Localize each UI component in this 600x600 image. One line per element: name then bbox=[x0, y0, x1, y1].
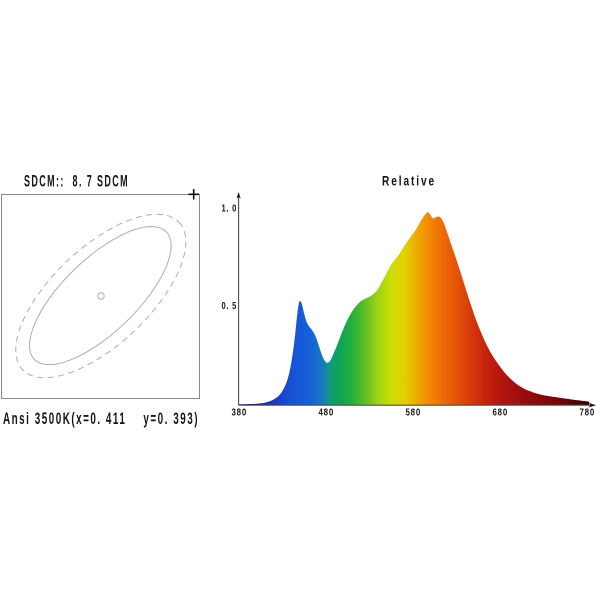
svg-text:480: 480 bbox=[319, 407, 335, 419]
svg-text:580: 580 bbox=[406, 407, 422, 419]
svg-text:SDCM:: 8. 7 SDCM: SDCM:: 8. 7 SDCM bbox=[24, 173, 129, 191]
svg-text:0. 5: 0. 5 bbox=[222, 300, 238, 312]
svg-text:380: 380 bbox=[232, 407, 248, 419]
svg-text:680: 680 bbox=[493, 407, 509, 419]
svg-text:780: 780 bbox=[580, 407, 596, 419]
svg-text:1. 0: 1. 0 bbox=[222, 203, 238, 215]
svg-text:Ansi 3500K(x=0. 411 y=0. 39: Ansi 3500K(x=0. 411 y=0. 393) bbox=[3, 409, 199, 428]
svg-text:Relative: Relative bbox=[382, 173, 436, 189]
